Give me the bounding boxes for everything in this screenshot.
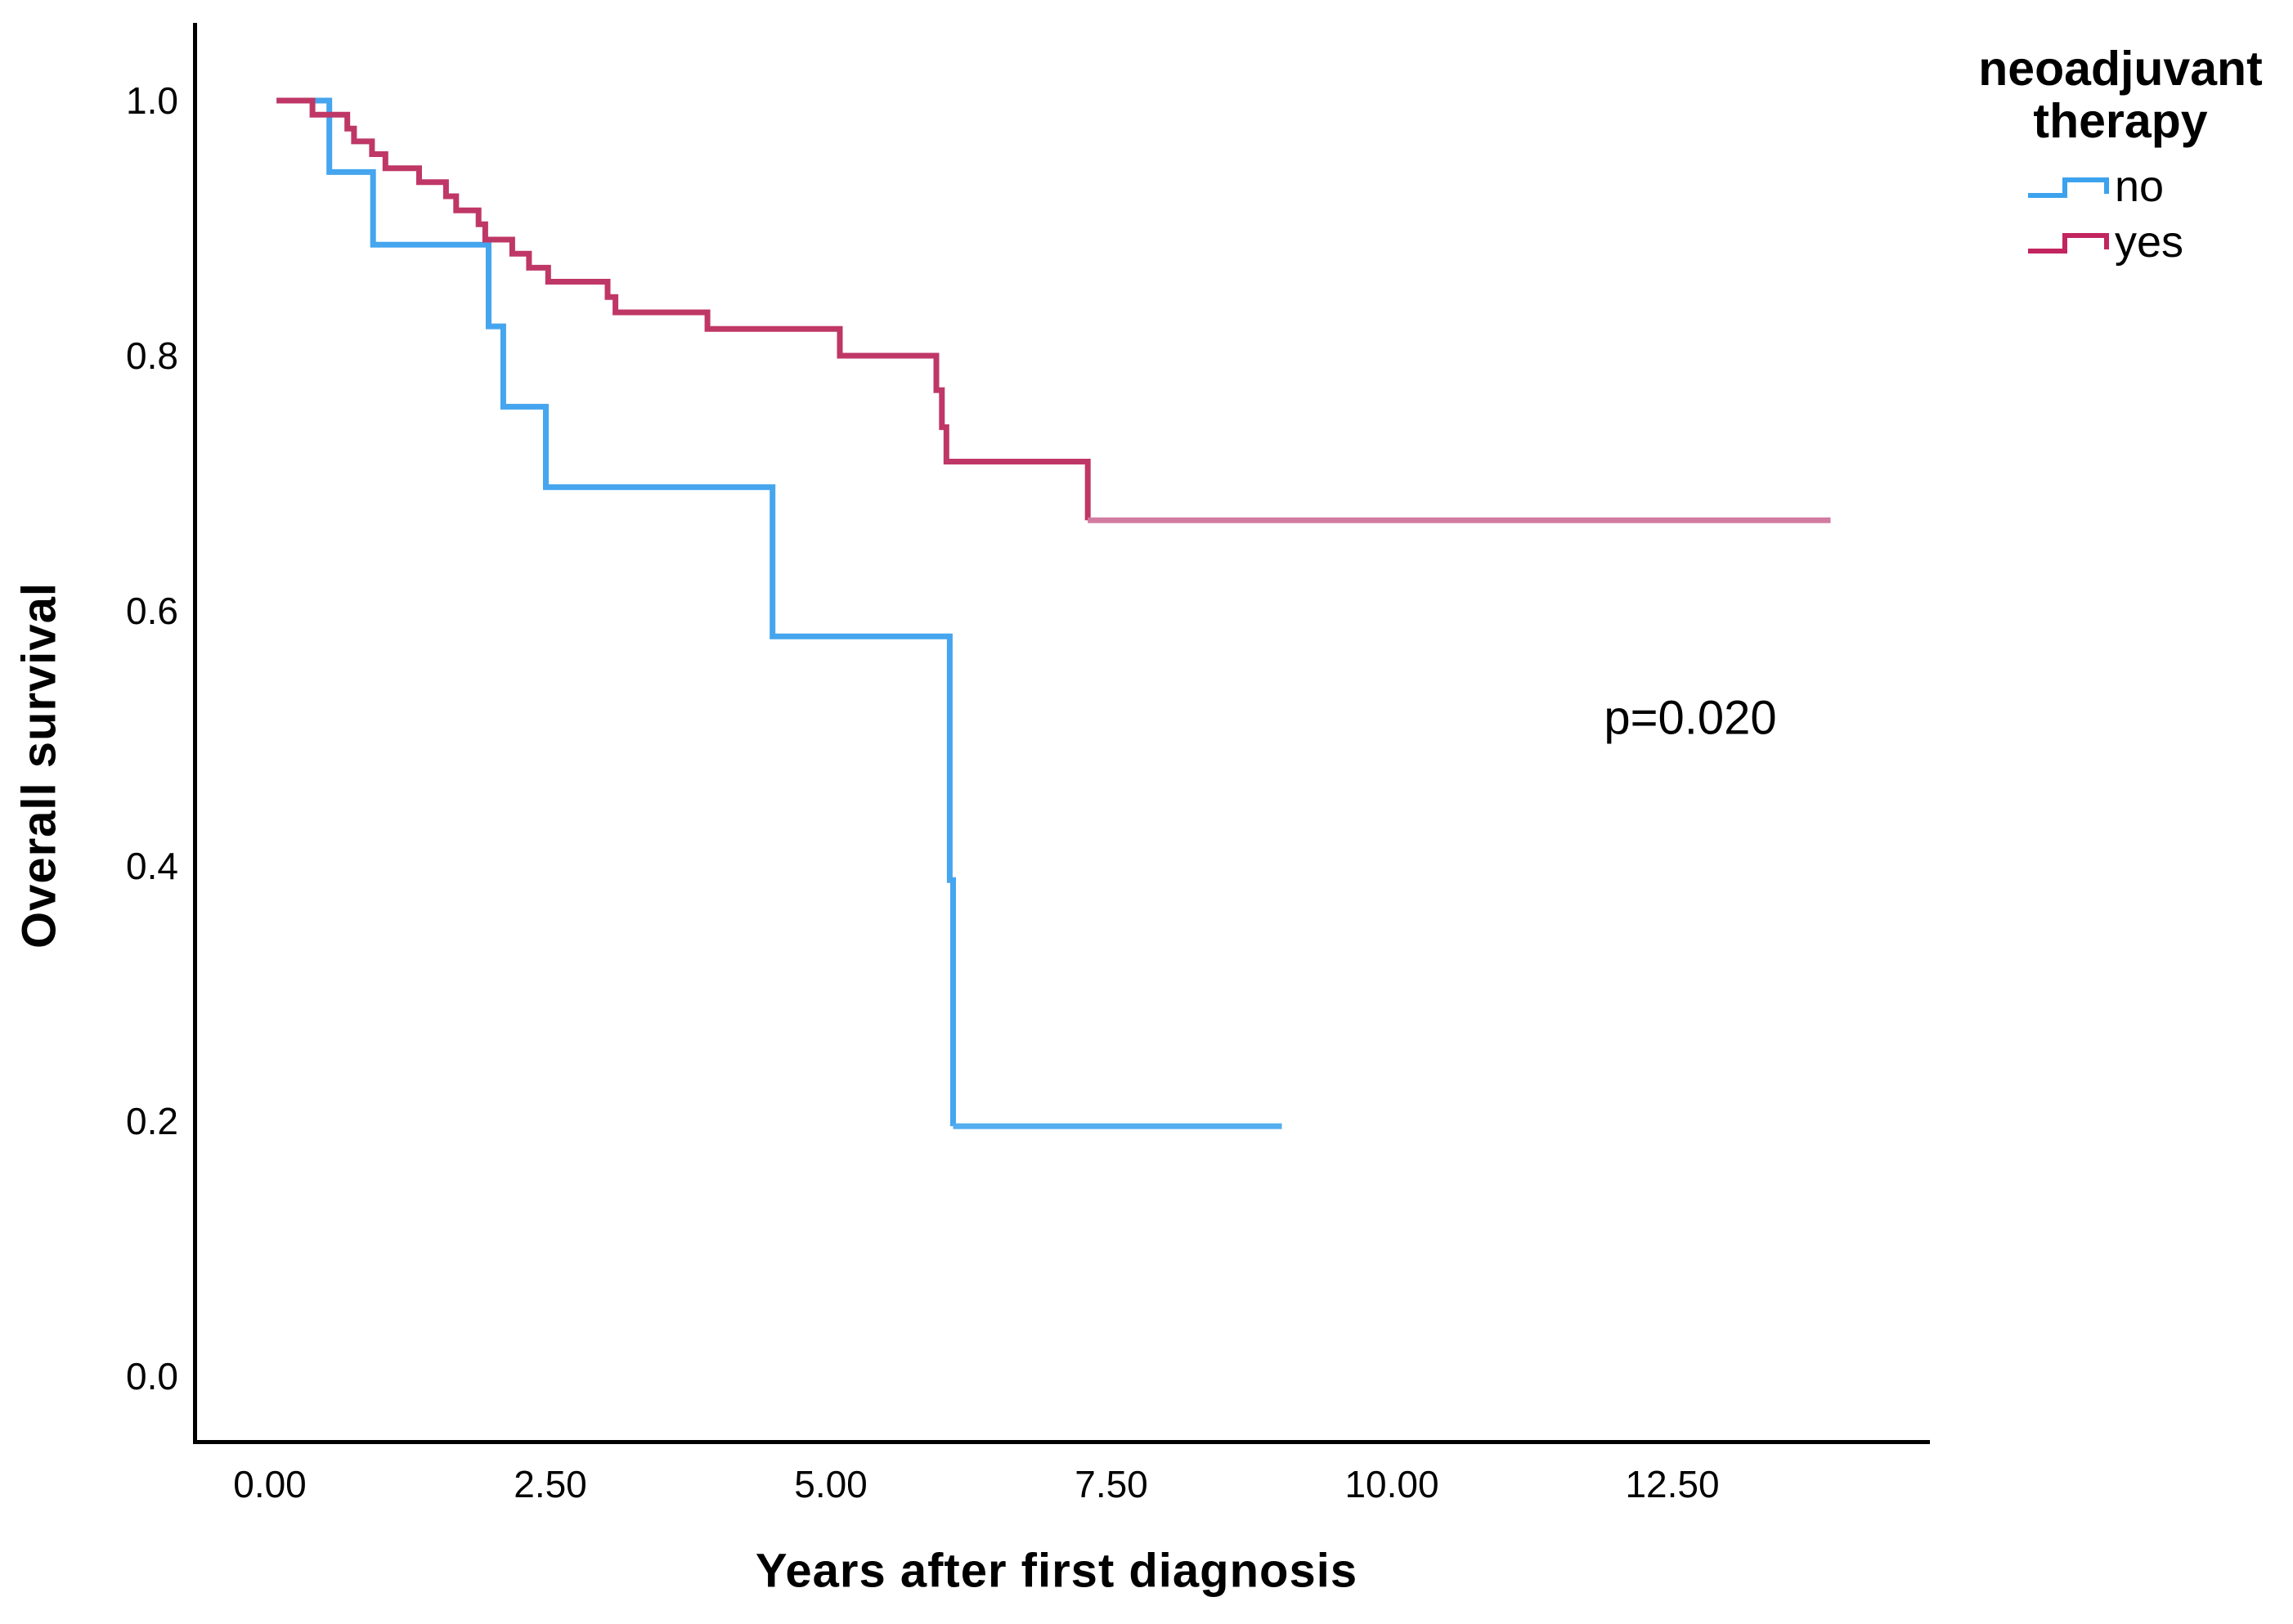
x-tick-label: 5.00 [794,1463,868,1505]
km-curve-no [276,97,956,1127]
y-tick-label: 1.0 [126,79,178,122]
x-tick-label: 12.50 [1625,1463,1719,1505]
km-curve-yes [276,97,1091,521]
y-tick-label: 0.2 [126,1100,178,1142]
legend-swatch-yes-icon [2028,233,2109,253]
legend-label-yes: yes [2115,218,2184,267]
legend-item-no: no [1945,159,2293,214]
legend-item-yes: yes [1945,214,2293,270]
x-axis-line [193,1440,1930,1444]
x-axis-title: Years after first diagnosis [755,1544,1358,1598]
legend-title-line2: therapy [2033,94,2208,148]
legend-items: no yes [1945,159,2293,270]
legend-label-no: no [2115,162,2165,211]
legend: neoadjuvant therapy no yes [1945,43,2293,270]
x-tick-label: 0.00 [233,1463,307,1505]
p-value-annotation: p=0.020 [1604,691,1777,745]
y-axis-line [193,23,197,1444]
legend-swatch-no-icon [2028,177,2109,198]
legend-title-line1: neoadjuvant [1978,42,2263,96]
legend-title: neoadjuvant therapy [1945,43,2293,147]
y-tick-label: 0.6 [126,590,178,632]
y-tick-label: 0.4 [126,845,178,887]
y-tick-label: 0.8 [126,334,178,377]
x-tick-label: 10.00 [1344,1463,1438,1505]
y-tick-label: 0.0 [126,1355,178,1397]
x-tick-label: 7.50 [1075,1463,1148,1505]
y-axis-title: Overall survival [12,581,66,949]
x-tick-label: 2.50 [514,1463,587,1505]
